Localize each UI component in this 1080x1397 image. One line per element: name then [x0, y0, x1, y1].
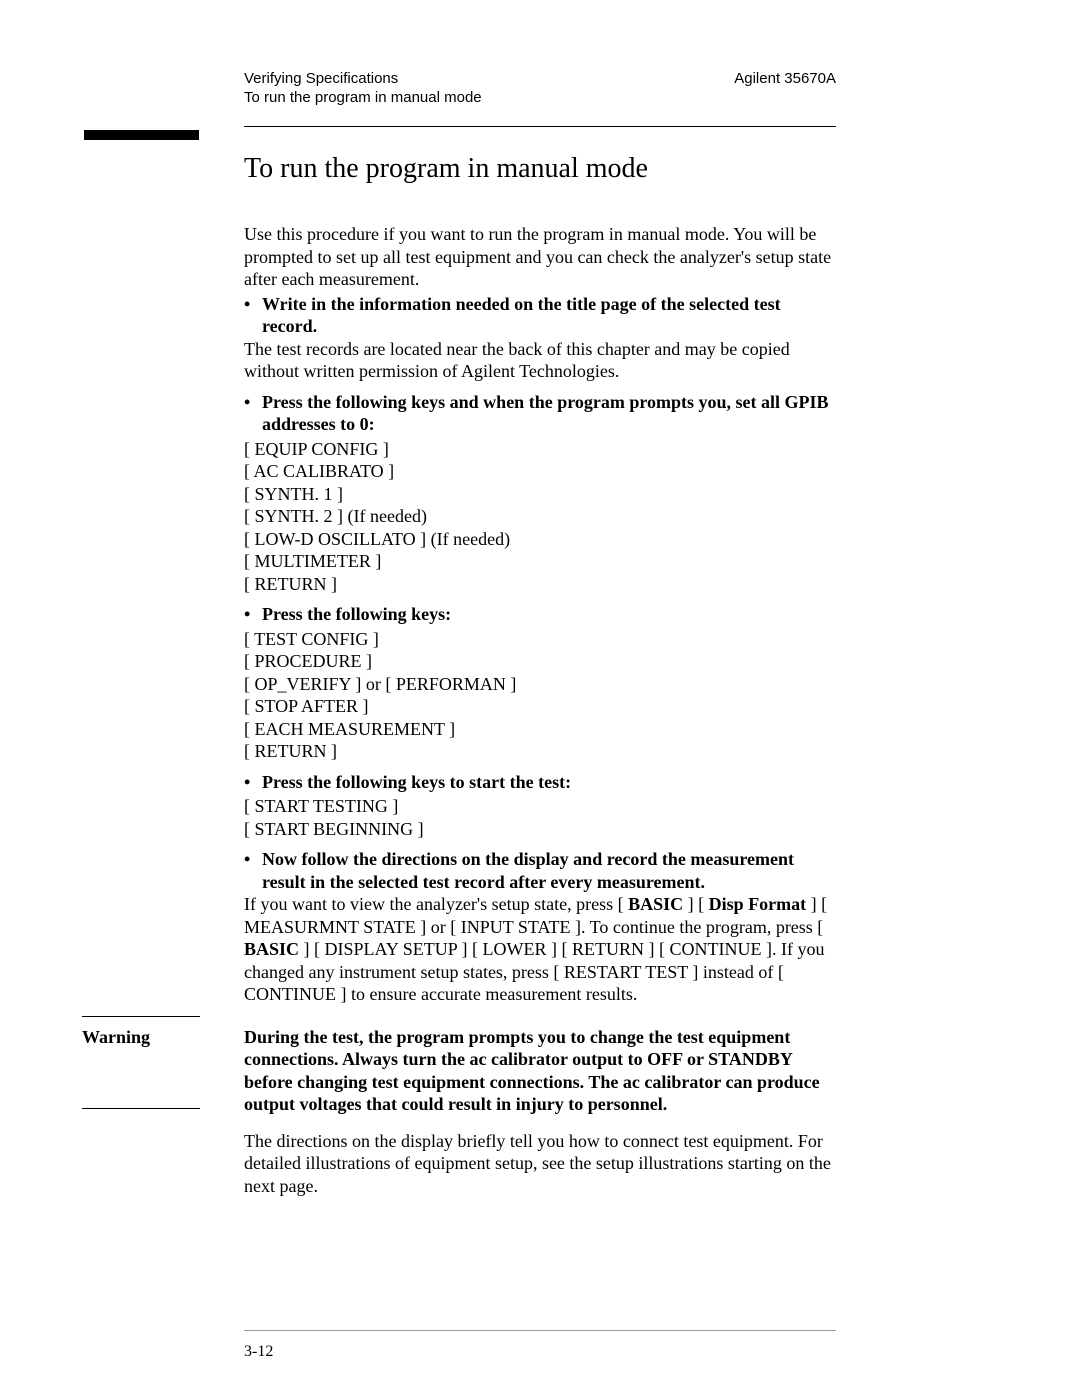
warning-rule-bottom [82, 1108, 200, 1109]
bold-key: BASIC [244, 939, 299, 959]
header-right: Agilent 35670A [734, 70, 836, 87]
bullet-start-test: Press the following keys to start the te… [244, 771, 836, 794]
warning-rule-top [82, 1016, 200, 1017]
bold-key: BASIC [628, 894, 683, 914]
warning-body: During the test, the program prompts you… [244, 1016, 836, 1116]
warning-label-column: Warning [82, 1016, 244, 1116]
intro-paragraph: Use this procedure if you want to run th… [244, 223, 836, 291]
key-sequence-1: [ EQUIP CONFIG ] [ AC CALIBRATO ] [ SYNT… [244, 438, 836, 596]
page-content: To run the program in manual mode Use th… [0, 153, 1080, 1006]
closing-paragraph: The directions on the display briefly te… [0, 1116, 1080, 1198]
header-left: Verifying Specifications [244, 70, 398, 87]
page-title: To run the program in manual mode [244, 153, 836, 185]
bullet-press-gpib: Press the following keys and when the pr… [244, 391, 836, 436]
warning-label: Warning [82, 1027, 244, 1048]
bullet-press-keys: Press the following keys: [244, 603, 836, 626]
key-line: [ RETURN ] [244, 740, 836, 763]
key-sequence-2: [ TEST CONFIG ] [ PROCEDURE ] [ OP_VERIF… [244, 628, 836, 763]
text-run: ] [ [683, 894, 709, 914]
section-marker-bar [84, 130, 199, 140]
key-line: [ SYNTH. 2 ] (If needed) [244, 505, 836, 528]
warning-block: Warning During the test, the program pro… [0, 1016, 1080, 1116]
footer-rule [244, 1330, 836, 1331]
page-number: 3-12 [244, 1343, 273, 1361]
key-line: [ EQUIP CONFIG ] [244, 438, 836, 461]
key-line: [ STOP AFTER ] [244, 695, 836, 718]
text-run: ] [ DISPLAY SETUP ] [ LOWER ] [ RETURN ]… [244, 939, 824, 1004]
key-sequence-3: [ START TESTING ] [ START BEGINNING ] [244, 795, 836, 840]
bullet-write-info: Write in the information needed on the t… [244, 293, 836, 338]
records-paragraph: The test records are located near the ba… [244, 338, 836, 383]
text-run: If you want to view the analyzer's setup… [244, 894, 628, 914]
key-line: [ OP_VERIFY ] or [ PERFORMAN ] [244, 673, 836, 696]
header-sub: To run the program in manual mode [0, 87, 1080, 106]
running-header: Verifying Specifications Agilent 35670A [0, 70, 1080, 87]
key-line: [ PROCEDURE ] [244, 650, 836, 673]
header-rule [244, 126, 836, 127]
key-line: [ START TESTING ] [244, 795, 836, 818]
key-line: [ TEST CONFIG ] [244, 628, 836, 651]
bullet-follow-directions: Now follow the directions on the display… [244, 848, 836, 893]
bold-key: Disp Format [709, 894, 807, 914]
key-line: [ RETURN ] [244, 573, 836, 596]
key-line: [ LOW-D OSCILLATO ] (If needed) [244, 528, 836, 551]
key-line: [ MULTIMETER ] [244, 550, 836, 573]
key-line: [ AC CALIBRATO ] [244, 460, 836, 483]
setup-state-paragraph: If you want to view the analyzer's setup… [244, 893, 836, 1006]
key-line: [ START BEGINNING ] [244, 818, 836, 841]
key-line: [ SYNTH. 1 ] [244, 483, 836, 506]
key-line: [ EACH MEASUREMENT ] [244, 718, 836, 741]
